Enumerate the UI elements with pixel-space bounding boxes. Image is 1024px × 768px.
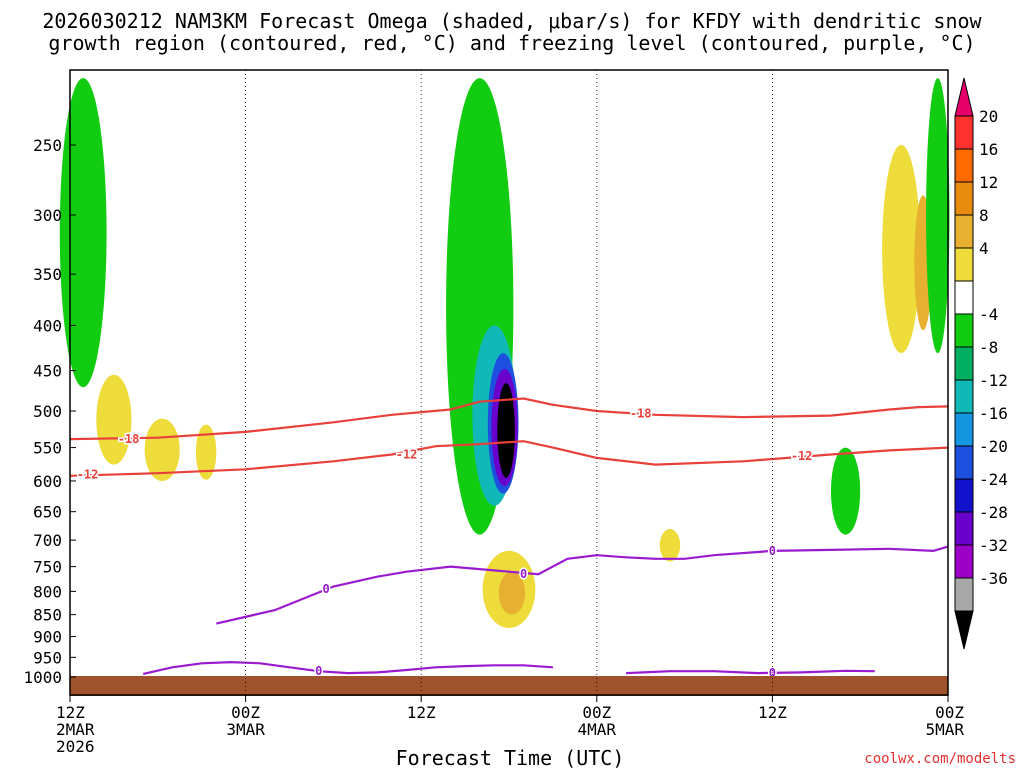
- colorbar-swatch-10: [954, 445, 974, 480]
- colorbar-label-8: -16: [979, 404, 1008, 423]
- colorbar-bottom-arrow: [954, 610, 974, 650]
- colorbar-swatch-3: [954, 214, 974, 249]
- colorbar-label-1: 16: [979, 140, 998, 159]
- chart-title-line1: 2026030212 NAM3KM Forecast Omega (shaded…: [42, 9, 982, 33]
- colorbar-swatch-11: [954, 478, 974, 513]
- omega-left-yellow-2: [144, 418, 180, 481]
- omega-right-lower-green: [830, 447, 861, 535]
- freezing-level-label-1: 0: [520, 567, 527, 581]
- y-tick-label-250: 250: [33, 136, 62, 155]
- omega-main-black: [497, 383, 515, 478]
- colorbar-label-7: -12: [979, 371, 1008, 390]
- colorbar-label-10: -24: [979, 470, 1008, 489]
- colorbar-swatch-0: [954, 115, 974, 150]
- omega-right-green: [926, 78, 950, 354]
- colorbar-label-11: -28: [979, 503, 1008, 522]
- terrain-ground: [70, 676, 948, 696]
- credit-label: coolwx.com/modelts: [864, 751, 1016, 767]
- y-tick-label-550: 550: [33, 439, 62, 458]
- y-tick-label-900: 900: [33, 628, 62, 647]
- freezing-level-low-line: [142, 660, 553, 675]
- colorbar: 20 16 12 8 4 -4 -8 -12 -16 -20 -24 -28 -32 -36: [954, 77, 1008, 650]
- y-tick-label-350: 350: [33, 265, 62, 284]
- x-tick-label-1-0: 00Z: [231, 703, 260, 722]
- x-tick-label-4-0: 12Z: [758, 703, 787, 722]
- colorbar-swatch-5: [954, 280, 974, 315]
- colorbar-label-12: -32: [979, 536, 1008, 555]
- x-tick-label-5-0: 00Z: [935, 703, 964, 722]
- colorbar-label-5: -4: [979, 305, 998, 324]
- omega-shaded-regions: [59, 78, 950, 628]
- freezing-level-low-label-0: 0: [315, 664, 322, 678]
- dendritic-bottom-label-0: -12: [77, 468, 99, 482]
- x-tick-label-5-1: 5MAR: [925, 720, 964, 739]
- y-tick-label-300: 300: [33, 206, 62, 225]
- colorbar-swatch-6: [954, 313, 974, 348]
- colorbar-swatch-2: [954, 181, 974, 216]
- x-axis-title: Forecast Time (UTC): [396, 746, 625, 768]
- x-tick-label-0-1: 2MAR: [56, 720, 95, 739]
- colorbar-swatch-9: [954, 412, 974, 447]
- colorbar-label-6: -8: [979, 338, 998, 357]
- y-axis: 250 300 350 400 450 500 550 600 650 700 750 800 850 9…: [23, 136, 76, 687]
- y-tick-label-450: 450: [33, 362, 62, 381]
- y-tick-label-600: 600: [33, 472, 62, 491]
- colorbar-swatch-14: [954, 577, 974, 612]
- colorbar-label-0: 20: [979, 107, 998, 126]
- omega-left-green: [59, 78, 107, 388]
- colorbar-label-3: 8: [979, 206, 989, 225]
- colorbar-label-2: 12: [979, 173, 998, 192]
- y-tick-label-800: 800: [33, 582, 62, 601]
- x-tick-label-0-2: 2026: [56, 737, 95, 756]
- colorbar-swatch-12: [954, 511, 974, 546]
- colorbar-swatch-8: [954, 379, 974, 414]
- y-tick-label-850: 850: [33, 606, 62, 625]
- omega-right-yellow: [882, 145, 921, 354]
- freezing-level-line: [216, 545, 949, 625]
- freezing-level-right-line: [626, 669, 875, 675]
- colorbar-swatch-7: [954, 346, 974, 381]
- omega-left-yellow-1: [96, 374, 132, 465]
- x-tick-label-0-0: 12Z: [56, 703, 85, 722]
- colorbar-label-13: -36: [979, 569, 1008, 588]
- y-tick-label-1000: 1000: [23, 668, 62, 687]
- colorbar-swatch-1: [954, 148, 974, 183]
- y-tick-label-400: 400: [33, 316, 62, 335]
- y-tick-label-750: 750: [33, 558, 62, 577]
- colorbar-top-arrow: [954, 77, 974, 117]
- freezing-level-label-0: 0: [322, 582, 329, 596]
- omega-left-yellow-3: [195, 424, 217, 480]
- x-tick-label-3-0: 00Z: [582, 703, 611, 722]
- y-tick-label-500: 500: [33, 402, 62, 421]
- freezing-level-right-label-0: 0: [769, 666, 776, 680]
- y-tick-label-650: 650: [33, 503, 62, 522]
- dendritic-top-label-0: -18: [118, 432, 140, 446]
- dendritic-bottom-line: [69, 440, 949, 477]
- y-tick-label-700: 700: [33, 531, 62, 550]
- colorbar-label-4: 4: [979, 239, 989, 258]
- omega-mid-yellow: [659, 528, 681, 562]
- omega-main-orange: [498, 571, 526, 615]
- dendritic-top-line: [69, 397, 949, 441]
- colorbar-swatch-4: [954, 247, 974, 282]
- y-tick-label-950: 950: [33, 648, 62, 667]
- dendritic-bottom-label-2: -12: [791, 449, 813, 463]
- x-tick-label-1-1: 3MAR: [226, 720, 265, 739]
- dendritic-bottom-label-1: -12: [396, 447, 418, 461]
- dendritic-top-label-1: -18: [630, 406, 652, 420]
- x-tick-label-2-0: 12Z: [407, 703, 436, 722]
- colorbar-label-9: -20: [979, 437, 1008, 456]
- x-tick-label-3-1: 4MAR: [578, 720, 617, 739]
- colorbar-swatch-13: [954, 544, 974, 579]
- chart-title-line2: growth region (contoured, red, °C) and f…: [48, 31, 975, 55]
